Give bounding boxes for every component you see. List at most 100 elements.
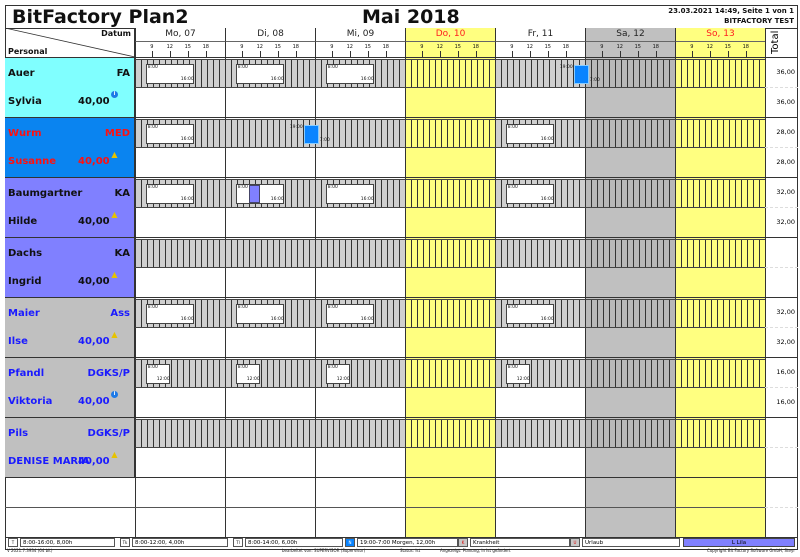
total-divider — [765, 387, 798, 388]
total-value: 36,00 — [776, 68, 795, 76]
availability-band — [495, 419, 585, 448]
day-shift[interactable] — [325, 364, 350, 384]
tick-mark — [655, 51, 657, 57]
person-hours: 40,00 — [78, 156, 110, 167]
shift-end-label: 16:00 — [270, 197, 284, 202]
tick-row — [495, 42, 585, 57]
lila-marker[interactable] — [249, 185, 260, 203]
legend-text: 19:00-7:00 Morgen, 12,00h — [357, 538, 458, 547]
availability-band — [675, 299, 765, 328]
personal-label: Personal — [8, 47, 48, 56]
tick-mark — [745, 51, 747, 57]
legend-text: Krankheit — [470, 538, 570, 547]
month-title: Mai 2018 — [362, 6, 460, 28]
total-label: Total — [770, 30, 781, 54]
footer-status: Status: Ist — [400, 548, 421, 553]
night-shift[interactable] — [573, 65, 589, 84]
shift-end-label: 12:00 — [336, 377, 350, 382]
person-cell[interactable]: Maier Ass Ilse 40,00 ▲ — [5, 297, 135, 357]
day-shift[interactable] — [145, 304, 194, 324]
day-shift[interactable] — [145, 364, 170, 384]
day-header[interactable]: Di, 08 — [225, 28, 315, 42]
tick-mark — [439, 51, 441, 57]
shift-end-label: 16:00 — [270, 77, 284, 82]
availability-band — [225, 119, 315, 148]
tick-label: 9 — [330, 44, 334, 50]
day-shift[interactable] — [235, 64, 284, 84]
person-role: MED — [104, 128, 130, 139]
tick-label: 15 — [454, 44, 461, 50]
tick-mark — [331, 51, 333, 57]
total-value: 32,00 — [776, 218, 795, 226]
person-role: DGKS/P — [87, 368, 130, 379]
person-first-name: DENISE MARIA — [8, 456, 90, 467]
person-cell[interactable]: Pils DGKS/P DENISE MARIA 40,00 ▲ — [5, 417, 135, 477]
info-icon: i — [111, 91, 118, 98]
day-shift[interactable] — [505, 304, 554, 324]
total-value: 16,00 — [776, 398, 795, 406]
legend-text: 8:00-14:00, 6,00h — [245, 538, 343, 547]
legend-icon-k: K — [458, 538, 468, 547]
availability-band — [675, 179, 765, 208]
day-header[interactable]: Sa, 12 — [585, 28, 675, 42]
day-header[interactable]: Do, 10 — [405, 28, 495, 42]
day-shift[interactable] — [145, 124, 194, 144]
day-shift[interactable] — [505, 124, 554, 144]
day-shift[interactable] — [325, 304, 374, 324]
footer-edited-by: bearbeitet von: SUPERVISOR (Supervisor) — [282, 548, 366, 553]
availability-band — [675, 419, 765, 448]
shift-start-label: 8:00 — [147, 185, 158, 190]
tick-mark — [421, 51, 423, 57]
tick-label: 9 — [150, 44, 154, 50]
person-cell[interactable]: Pfandl DGKS/P Viktoria 40,00 i — [5, 357, 135, 417]
shift-start-label: 8:00 — [237, 365, 248, 370]
warning-icon: ▲ — [111, 330, 118, 339]
tick-mark — [277, 51, 279, 57]
shift-start-label: 19:00 — [289, 125, 303, 130]
person-cell[interactable]: Dachs KA Ingrid 40,00 ▲ — [5, 237, 135, 297]
legend-icon-n: N — [345, 538, 355, 547]
row-divider — [5, 297, 798, 298]
total-divider — [765, 207, 798, 208]
tick-label: 18 — [742, 44, 749, 50]
night-shift[interactable] — [303, 125, 319, 144]
person-first-name: Hilde — [8, 216, 38, 227]
tick-mark — [385, 51, 387, 57]
day-header[interactable]: Fr, 11 — [495, 28, 585, 42]
person-cell[interactable]: Auer FA Sylvia 40,00 i — [5, 57, 135, 117]
row-divider — [5, 57, 798, 58]
availability-band — [585, 179, 675, 208]
availability-band — [495, 59, 585, 88]
person-cell[interactable]: Wurm MED Susanne 40,00 ▲ — [5, 117, 135, 177]
availability-band — [585, 59, 675, 88]
day-header[interactable]: Mo, 07 — [135, 28, 225, 42]
info-icon: i — [111, 391, 118, 398]
tick-label: 15 — [364, 44, 371, 50]
day-shift[interactable] — [235, 304, 284, 324]
person-cell[interactable]: Baumgartner KA Hilde 40,00 ▲ — [5, 177, 135, 237]
day-shift[interactable] — [325, 64, 374, 84]
shift-end-label: 16:00 — [270, 317, 284, 322]
tick-label: 12 — [526, 44, 533, 50]
person-hours: 40,00 — [78, 336, 110, 347]
day-shift[interactable] — [505, 184, 554, 204]
day-header[interactable]: So, 13 — [675, 28, 765, 42]
person-first-name: Ingrid — [8, 276, 42, 287]
tick-mark — [727, 51, 729, 57]
day-shift[interactable] — [145, 64, 194, 84]
person-hours: 40,00 — [78, 276, 110, 287]
day-shift[interactable] — [505, 364, 530, 384]
day-shift[interactable] — [235, 364, 260, 384]
tick-mark — [205, 51, 207, 57]
day-shift[interactable] — [145, 184, 194, 204]
person-role: KA — [114, 188, 131, 199]
shift-end-label: 16:00 — [180, 77, 194, 82]
legend-text: 8:00-12:00, 4,00h — [132, 538, 228, 547]
warning-icon: ▲ — [111, 450, 118, 459]
day-header[interactable]: Mi, 09 — [315, 28, 405, 42]
shift-start-label: 8:00 — [507, 185, 518, 190]
shift-start-label: 8:00 — [147, 365, 158, 370]
shift-end-label: 16:00 — [180, 137, 194, 142]
availability-band — [405, 179, 495, 208]
day-shift[interactable] — [325, 184, 374, 204]
